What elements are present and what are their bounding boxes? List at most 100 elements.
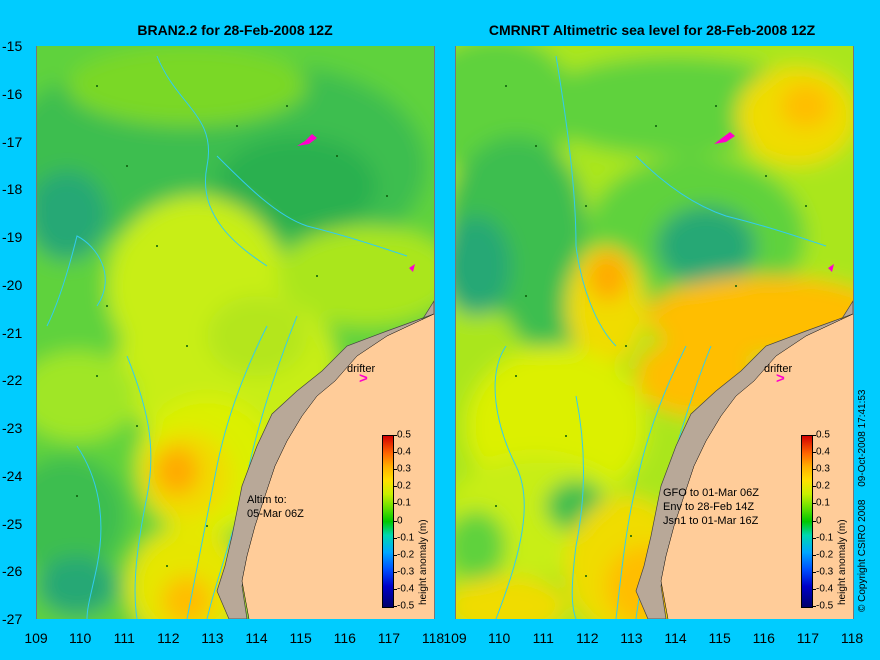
left-obs-dots (76, 85, 388, 567)
colorbar-tick-label: 0.1 (816, 497, 830, 509)
colorbar-tick-label: -0.2 (816, 549, 834, 561)
altim-line-2: 05-Mar 06Z (247, 508, 304, 520)
right-obs-dots (495, 85, 807, 577)
colorbar-tick-label: 0 (816, 515, 822, 526)
right-drifter-label: drifter (764, 363, 793, 375)
colorbar-tick-label: 0.4 (397, 446, 411, 458)
left-bathymetry-contours (46, 55, 408, 619)
right-colorbar-unit: height anomaly (m) (837, 519, 848, 605)
colorbar-tick-mark (393, 554, 397, 556)
colorbar-tick-label: 0.1 (397, 497, 411, 509)
sat-line-2: Env to 28-Feb 14Z (663, 501, 755, 513)
colorbar-tick-label: 0.3 (816, 463, 830, 475)
sat-line-1: GFO to 01-Mar 06Z (663, 487, 759, 499)
colorbar-tick-label: 0 (397, 515, 403, 526)
colorbar-tick-mark (393, 537, 397, 539)
right-lon-tick-label: 115 (708, 630, 731, 646)
left-drifter-tracks (297, 134, 415, 272)
colorbar-tick-label: 0.3 (397, 463, 411, 475)
altim-line-1: Altim to: (247, 494, 287, 506)
right-lon-tick-label: 118 (840, 630, 864, 646)
colorbar-tick-label: 0.4 (816, 446, 830, 458)
right-drifter-tracks (714, 132, 834, 272)
colorbar-tick-label: -0.4 (816, 583, 834, 595)
left-lon-tick-label: 110 (68, 630, 92, 646)
left-anomaly-field (37, 46, 434, 619)
colorbar-tick-mark (812, 554, 816, 556)
colorbar-tick-mark (393, 435, 397, 436)
lat-tick-label: -18 (2, 181, 23, 198)
lat-tick-label: -25 (2, 515, 23, 532)
timestamp-text: 09-Oct-2008 17:41:53 (857, 389, 868, 487)
left-lon-tick-label: 115 (289, 630, 312, 646)
left-lon-tick-label: 109 (24, 630, 48, 646)
left-panel-title: BRAN2.2 for 28-Feb-2008 12Z (137, 22, 333, 38)
right-drifter-marker-icon: > (776, 370, 785, 387)
colorbar-tick-label: -0.1 (397, 532, 415, 544)
colorbar-tick-label: -0.3 (816, 566, 834, 578)
lat-tick-label: -26 (2, 563, 23, 580)
colorbar-tick-mark (393, 469, 397, 471)
colorbar-tick-label: 0.5 (397, 429, 411, 441)
right-coastline (660, 313, 853, 619)
lat-tick-label: -24 (2, 467, 23, 484)
colorbar-tick-mark (812, 606, 816, 607)
lat-tick-label: -21 (2, 324, 23, 341)
right-lon-tick-label: 112 (576, 630, 599, 646)
colorbar-tick-mark (812, 520, 816, 522)
colorbar-tick-mark (393, 520, 397, 522)
copyright-text: © Copyright CSIRO 2008 (857, 499, 868, 612)
colorbar-tick-label: -0.2 (397, 549, 415, 561)
right-panel-title: CMRNRT Altimetric sea level for 28-Feb-2… (488, 22, 816, 38)
right-lon-tick-label: 109 (443, 630, 467, 646)
left-lon-tick-label: 111 (113, 630, 135, 646)
left-map-svg (37, 46, 434, 619)
colorbar-tick-mark (812, 486, 816, 488)
colorbar-tick-mark (812, 435, 816, 436)
lat-tick-label: -19 (2, 229, 23, 245)
colorbar-tick-mark (812, 503, 816, 505)
left-colorbar (382, 435, 394, 608)
right-lon-tick-label: 113 (620, 630, 643, 646)
lat-tick-label: -23 (2, 420, 23, 436)
colorbar-tick-label: -0.4 (397, 583, 415, 595)
lat-tick-label: -15 (2, 38, 23, 54)
colorbar-tick-label: -0.1 (816, 532, 834, 544)
sat-line-3: Jsn1 to 01-Mar 16Z (663, 515, 759, 527)
right-lon-tick-label: 116 (752, 630, 775, 646)
colorbar-tick-mark (812, 537, 816, 539)
colorbar-tick-mark (812, 452, 816, 454)
left-lon-tick-label: 114 (245, 630, 268, 646)
colorbar-tick-mark (393, 588, 397, 590)
lat-tick-label: -20 (2, 276, 23, 293)
colorbar-tick-mark (812, 469, 816, 471)
colorbar-tick-label: -0.5 (397, 600, 415, 612)
right-lon-tick-label: 117 (796, 630, 820, 646)
left-drifter-marker-icon: > (359, 370, 368, 387)
left-lon-tick-label: 113 (201, 630, 224, 646)
colorbar-tick-label: 0.5 (816, 429, 830, 441)
colorbar-tick-mark (812, 571, 816, 573)
left-lon-tick-label: 118 (421, 630, 445, 646)
colorbar-tick-mark (393, 503, 397, 505)
colorbar-tick-mark (393, 571, 397, 573)
left-map-panel: drifter > Altim to: 05-Mar 06Z 0.5 0.4 0.3… (36, 46, 435, 619)
colorbar-tick-label: 0.2 (816, 480, 830, 492)
right-colorbar (801, 435, 813, 608)
colorbar-tick-mark (812, 588, 816, 590)
left-coastline (241, 313, 434, 619)
right-map-svg (456, 46, 853, 619)
left-drifter-label: drifter (347, 363, 376, 375)
colorbar-tick-label: -0.3 (397, 566, 415, 578)
lat-tick-label: -22 (2, 372, 23, 389)
colorbar-tick-label: 0.2 (397, 480, 411, 492)
side-note: © Copyright CSIRO 2008 09-Oct-2008 17:41… (857, 380, 868, 613)
lat-tick-label: -27 (2, 611, 23, 627)
left-lon-tick-label: 112 (157, 630, 180, 646)
colorbar-tick-mark (393, 486, 397, 488)
left-colorbar-unit: height anomaly (m) (418, 519, 429, 605)
colorbar-tick-label: -0.5 (816, 600, 834, 612)
left-lon-tick-label: 116 (333, 630, 356, 646)
lat-tick-label: -16 (2, 85, 23, 102)
right-lon-tick-label: 110 (487, 630, 511, 646)
